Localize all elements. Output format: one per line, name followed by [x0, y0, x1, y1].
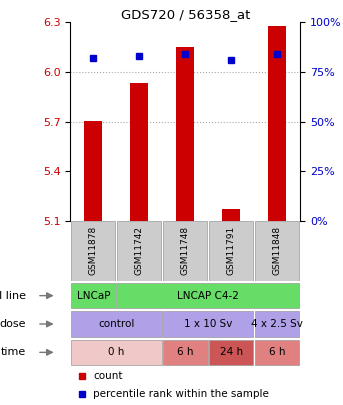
Bar [255, 311, 299, 337]
Bar [255, 221, 299, 281]
Text: 6 h: 6 h [269, 347, 285, 357]
Bar [255, 339, 299, 365]
Text: GSM11878: GSM11878 [89, 226, 98, 275]
Bar [222, 209, 240, 221]
Text: GSM11748: GSM11748 [181, 226, 190, 275]
Bar [71, 311, 162, 337]
Text: 0 h: 0 h [108, 347, 125, 357]
Title: GDS720 / 56358_at: GDS720 / 56358_at [120, 8, 250, 21]
Text: dose: dose [0, 319, 25, 329]
Text: control: control [98, 319, 134, 329]
Bar [117, 221, 161, 281]
Bar [163, 311, 253, 337]
Bar [209, 339, 253, 365]
Text: 4 x 2.5 Sv: 4 x 2.5 Sv [251, 319, 303, 329]
Text: GSM11791: GSM11791 [227, 226, 236, 275]
Bar [163, 339, 208, 365]
Text: cell line: cell line [0, 291, 25, 301]
Bar [71, 339, 162, 365]
Bar [268, 26, 286, 221]
Text: time: time [0, 347, 25, 357]
Text: 24 h: 24 h [220, 347, 243, 357]
Bar [163, 221, 207, 281]
Text: LNCaP: LNCaP [76, 291, 110, 301]
Bar [209, 221, 253, 281]
Text: percentile rank within the sample: percentile rank within the sample [93, 389, 269, 399]
Bar [71, 221, 115, 281]
Text: count: count [93, 371, 123, 381]
Bar [117, 283, 299, 309]
Text: 1 x 10 Sv: 1 x 10 Sv [184, 319, 233, 329]
Text: GSM11742: GSM11742 [135, 226, 144, 275]
Bar [71, 283, 116, 309]
Bar [84, 122, 103, 221]
Bar [130, 83, 149, 221]
Text: LNCAP C4-2: LNCAP C4-2 [177, 291, 239, 301]
Text: GSM11848: GSM11848 [273, 226, 282, 275]
Bar [176, 47, 194, 221]
Text: 6 h: 6 h [177, 347, 193, 357]
